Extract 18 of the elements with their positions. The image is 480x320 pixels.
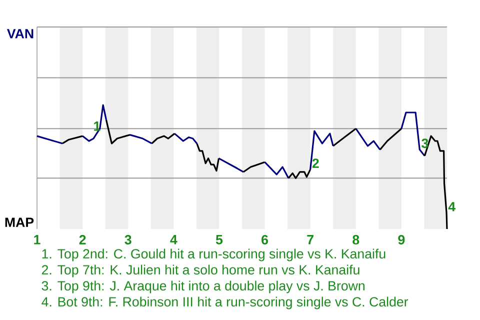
text: 2. Top 7th: K. Julien hit a solo home run vs K. Kanaifu (42, 264, 360, 278)
x-tick-label: 1 (34, 235, 40, 244)
x-tick-label: 7 (307, 235, 314, 244)
text: 4. Bot 9th: F. Robinson III hit a run-scoring single vs C. Calder (42, 296, 408, 310)
x-tick-label: 2 (79, 235, 86, 244)
x-tick-label: 3 (124, 235, 132, 244)
x-tick-label: 9 (398, 235, 405, 244)
text: 3. Top 9th: J. Araque hit into a double play vs J. Brown (42, 280, 364, 294)
text: VAN (6, 29, 34, 38)
annotation: 3 (422, 138, 428, 148)
x-tick-label: 6 (262, 235, 268, 244)
x-tick-label: 8 (352, 235, 360, 244)
text: MAP (5, 218, 34, 227)
text: 1. Top 2nd: C. Gould hit a run-scoring single vs K. Kanaifu (42, 248, 386, 262)
x-tick-label: 4 (170, 235, 178, 244)
annotation: 4 (448, 202, 456, 212)
x-tick-label: 5 (216, 235, 223, 244)
annotation: 2 (312, 158, 319, 168)
